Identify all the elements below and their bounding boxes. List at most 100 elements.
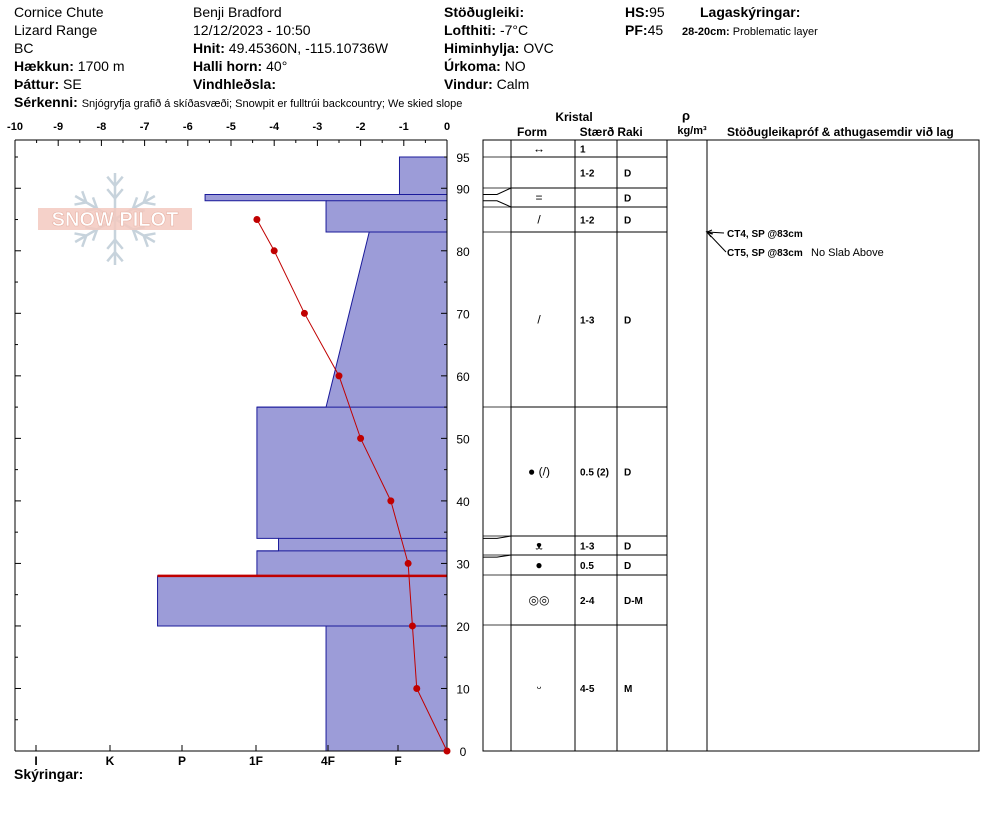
pf-field: PF:45 — [625, 22, 663, 38]
aspect-value: SE — [63, 76, 82, 92]
height-tick-label: 40 — [456, 495, 470, 509]
coords-field: Hnit: 49.45360N, -115.10736W — [193, 40, 388, 56]
snowflake-branch — [91, 228, 99, 242]
slope-field: Halli horn: 40° — [193, 58, 287, 74]
test-pointer — [706, 231, 725, 234]
layer-form-symbol: = — [535, 191, 542, 205]
temperature-point — [387, 497, 395, 505]
hardness-tick-label: P — [178, 754, 186, 768]
layer-connector — [483, 200, 512, 208]
layer-moisture: D — [624, 542, 631, 553]
snowflake-branch — [142, 235, 149, 248]
wind-loading-label: Vindhleðsla: — [193, 76, 276, 92]
stability-header: Stöðugleikapróf & athugasemdir við lag — [727, 125, 954, 139]
pf-label: PF: — [625, 22, 648, 38]
specifics-value: Snjógryfja grafið á skíðasvæði; Snowpit … — [81, 98, 463, 110]
elevation-value: 1700 m — [77, 58, 125, 74]
hardness-tick-label: 4F — [321, 754, 335, 768]
height-tick-label: 10 — [456, 682, 470, 696]
height-tick-label: 90 — [456, 182, 470, 196]
air-temp-field: Lofthiti: -7°C — [444, 22, 528, 38]
layer-form-symbol: / — [537, 313, 541, 327]
snowflake-branch — [74, 232, 87, 237]
layer-moisture: D — [624, 316, 631, 327]
notes-label: Skýringar: — [14, 766, 84, 782]
layer-size: 1-2 — [580, 169, 595, 180]
test-pointer-head — [705, 230, 714, 238]
form-header: Form — [517, 125, 547, 139]
snowflake-branch — [114, 238, 124, 250]
location-name: Cornice Chute — [14, 4, 104, 20]
hardness-tick-label: I — [34, 754, 37, 768]
wind-field: Vindur: Calm — [444, 76, 529, 92]
layer-size: 1-3 — [580, 542, 595, 553]
precip-label: Úrkoma: — [444, 58, 501, 74]
temperature-point — [270, 247, 278, 255]
snowflake-branch — [131, 196, 139, 210]
height-tick-label: 95 — [456, 151, 470, 165]
air-temp-label: Lofthiti: — [444, 22, 497, 38]
height-tick-label: 20 — [456, 620, 470, 634]
temperature-point — [404, 559, 412, 567]
layer-note: 28-20cm: Problematic layer — [682, 24, 818, 40]
test-comment: No Slab Above — [811, 247, 884, 259]
layer-form-symbol: ● (/) — [528, 465, 550, 479]
layer-form-symbol: / — [537, 213, 541, 227]
layer-form-symbol: ↔ — [533, 142, 545, 156]
temp-tick-label: -6 — [183, 121, 193, 133]
layer-connector — [483, 187, 512, 196]
temp-tick-label: -1 — [399, 121, 409, 133]
temp-tick-label: -4 — [269, 121, 280, 133]
precip-field: Úrkoma: NO — [444, 58, 526, 74]
snowflake-branch — [106, 238, 116, 250]
notes-field: Skýringar: — [14, 766, 83, 782]
table-frame — [482, 139, 980, 752]
layer-note-text: Problematic layer — [732, 26, 818, 38]
specifics-field: Sérkenni: Snjógryfja grafið á skíðasvæði… — [14, 94, 462, 112]
layer-size: 2-4 — [580, 596, 595, 607]
height-tick-label: 60 — [456, 370, 470, 384]
temperature-point — [300, 309, 308, 317]
aspect-field: Þáttur: SE — [14, 76, 82, 92]
temp-tick-label: 0 — [444, 121, 450, 133]
elevation-field: Hækkun: 1700 m — [14, 58, 125, 74]
hs-label: HS: — [625, 4, 650, 20]
precip-value: NO — [504, 58, 526, 74]
pf-value: 45 — [647, 22, 664, 38]
snowflake-branch — [81, 190, 88, 203]
snowflake-branch — [106, 188, 116, 200]
test-code: CT5, SP @83cm — [727, 248, 803, 259]
stability-label: Stöðugleiki: — [444, 4, 525, 20]
snowflake-branch — [143, 232, 156, 237]
aspect-label: Þáttur: — [14, 76, 60, 92]
range-name: Lizard Range — [14, 22, 98, 38]
layer-moisture: M — [624, 684, 632, 695]
temp-tick-label: -10 — [7, 121, 23, 133]
layer-moisture: D — [624, 468, 631, 479]
snowflake-branch — [114, 251, 124, 263]
stability-tests: CT4, SP @83cm CT5, SP @83cm No Slab Above — [705, 229, 884, 259]
height-tick-label: 70 — [456, 307, 470, 321]
layer-size: 4-5 — [580, 684, 595, 695]
density-unit: kg/m³ — [677, 125, 707, 137]
date-time: 12/12/2023 - 10:50 — [193, 22, 311, 38]
stability-field: Stöðugleiki: — [444, 4, 524, 20]
temperature-point — [408, 622, 416, 630]
snowflake-branch — [106, 175, 116, 187]
layer-moisture: D-M — [624, 596, 643, 607]
coords-value: 49.45360N, -115.10736W — [228, 40, 389, 56]
observer-name: Benji Bradford — [193, 4, 282, 20]
layer-size: 0.5 — [580, 561, 594, 572]
height-tick-label: 0 — [460, 745, 467, 759]
snowflake-branch — [114, 188, 124, 200]
temp-tick-label: -7 — [140, 121, 150, 133]
temperature-line — [256, 219, 448, 752]
snowpilot-logo: SNOW PILOT — [38, 173, 192, 265]
layer-moisture: D — [624, 194, 631, 205]
temperature-point — [253, 216, 261, 224]
wind-label: Vindur: — [444, 76, 493, 92]
wind-loading-field: Vindhleðsla: — [193, 76, 276, 92]
crystal-header: Kristal — [555, 110, 592, 124]
coords-label: Hnit: — [193, 40, 225, 56]
height-tick-label: 30 — [456, 557, 470, 571]
